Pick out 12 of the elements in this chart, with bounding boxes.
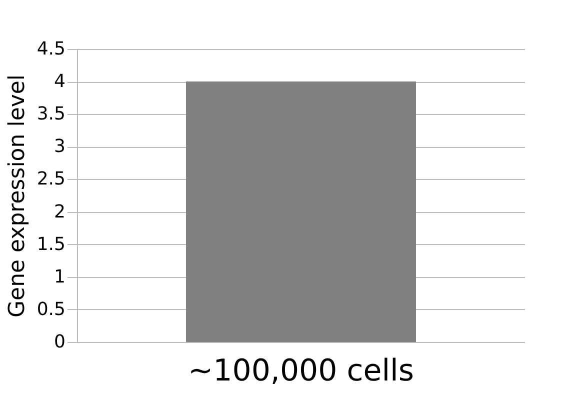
y-tick-label: 0 [54,332,66,352]
y-tick-label: 2.5 [36,168,66,190]
y-tick-label: 1 [54,266,66,288]
y-tick-label: 2 [54,201,66,222]
y-tick-label: 3 [54,136,66,158]
y-tick-label: 4.5 [36,38,66,60]
y-axis-title: Gene expression level [4,74,30,318]
y-tick-label: 0.5 [36,298,66,320]
y-tick-label: 4 [54,71,66,92]
x-tick-label: ~100,000 cells [188,354,414,388]
y-tick-label: 1.5 [36,234,66,255]
y-tick-label: 3.5 [36,104,66,125]
